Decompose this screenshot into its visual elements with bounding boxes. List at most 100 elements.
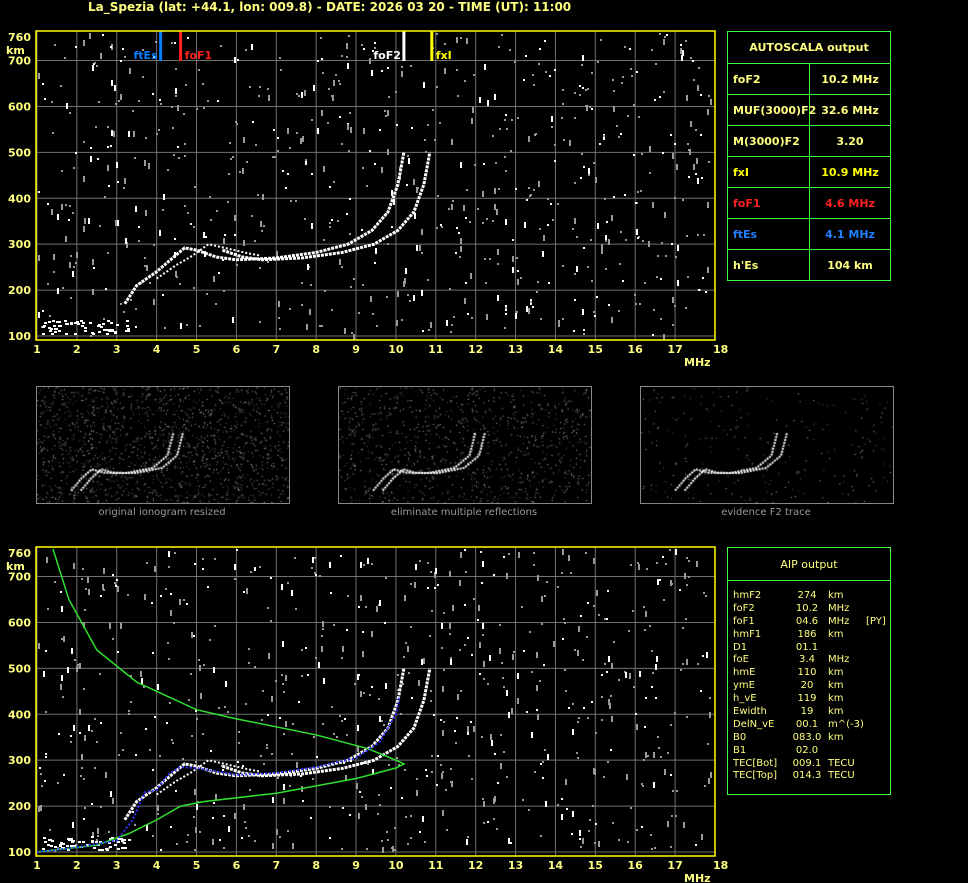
noise-dot (227, 201, 229, 203)
noise-dot (441, 226, 443, 228)
noise-dot (587, 602, 589, 604)
noise-dot (246, 161, 248, 163)
noise-dot (670, 134, 672, 136)
es-echo (67, 849, 70, 851)
y-tick-label: 760 (8, 31, 31, 44)
es-echo (111, 329, 114, 331)
noise-dot (234, 578, 236, 580)
noise-dot (613, 90, 615, 92)
noise-dot (588, 830, 590, 832)
noise-dot (387, 243, 389, 245)
noise-dot (379, 804, 381, 806)
noise-dot (223, 290, 225, 292)
noise-dot (358, 813, 360, 819)
noise-dot (549, 75, 551, 77)
noise-dot (322, 628, 324, 630)
noise-dot (540, 763, 542, 765)
noise-dot (663, 599, 665, 601)
noise-dot (431, 755, 433, 757)
noise-dot (538, 181, 540, 187)
noise-dot (394, 827, 396, 829)
noise-dot (458, 232, 460, 234)
noise-dot (362, 651, 364, 657)
noise-dot (647, 755, 649, 757)
noise-dot (278, 317, 280, 319)
noise-dot (51, 101, 53, 103)
noise-dot (514, 61, 516, 63)
noise-dot (675, 549, 677, 555)
noise-dot (172, 127, 174, 129)
noise-dot (642, 785, 644, 787)
aip-cell: 274 (797, 590, 817, 601)
noise-dot (557, 586, 559, 588)
noise-dot (564, 669, 566, 671)
noise-dot (449, 571, 451, 577)
noise-dot (653, 782, 655, 788)
noise-dot (283, 691, 285, 693)
noise-dot (655, 63, 657, 65)
noise-dot (262, 690, 264, 692)
noise-dot (547, 754, 549, 760)
es-echo (123, 842, 126, 844)
noise-dot (697, 234, 699, 236)
aip-cell: 19 (800, 706, 814, 718)
noise-dot (79, 663, 81, 669)
noise-dot (582, 55, 584, 61)
noise-dot (431, 771, 433, 773)
noise-dot (314, 557, 316, 559)
noise-dot (311, 567, 313, 569)
noise-dot (45, 711, 47, 713)
noise-dot (53, 271, 55, 273)
noise-dot (670, 846, 672, 848)
es-echo (56, 321, 59, 323)
es-echo (86, 844, 89, 846)
noise-dot (203, 107, 205, 109)
noise-dot (671, 815, 673, 817)
noise-dot (108, 185, 110, 187)
noise-dot (494, 94, 496, 100)
noise-dot (693, 164, 695, 170)
noise-dot (487, 821, 489, 823)
noise-dot (586, 105, 588, 111)
x-tick-label: 16 (628, 859, 644, 872)
noise-dot (65, 236, 67, 242)
aip-cell: [PY] (866, 615, 886, 627)
es-echo (49, 330, 52, 332)
noise-dot (350, 286, 352, 288)
noise-dot (505, 219, 507, 225)
aip-cell: ymE (733, 680, 755, 692)
noise-dot (376, 325, 378, 327)
aip-cell: km (828, 680, 844, 692)
es-echo (121, 840, 124, 842)
noise-dot (175, 271, 177, 277)
noise-dot (565, 779, 567, 785)
noise-dot (237, 761, 239, 763)
noise-dot (193, 226, 195, 228)
noise-dot (378, 794, 380, 796)
noise-dot (530, 301, 532, 303)
noise-dot (184, 143, 186, 145)
noise-dot (590, 239, 592, 241)
noise-dot (544, 595, 546, 597)
noise-dot (329, 562, 331, 568)
noise-dot (227, 711, 229, 713)
noise-dot (686, 235, 688, 237)
noise-dot (545, 801, 547, 807)
noise-dot (338, 80, 340, 82)
param-name: fxI (728, 157, 810, 187)
noise-dot (243, 240, 245, 246)
noise-dot (156, 133, 158, 135)
noise-dot (246, 588, 248, 594)
noise-dot (638, 564, 640, 570)
noise-dot (292, 843, 294, 849)
noise-dot (464, 298, 466, 304)
noise-dot (268, 653, 270, 659)
noise-dot (538, 63, 540, 65)
noise-dot (562, 265, 564, 267)
noise-dot (400, 713, 402, 715)
noise-dot (661, 242, 663, 244)
noise-dot (686, 95, 688, 101)
noise-dot (487, 100, 489, 106)
noise-dot (117, 651, 119, 653)
es-echo (50, 328, 53, 330)
